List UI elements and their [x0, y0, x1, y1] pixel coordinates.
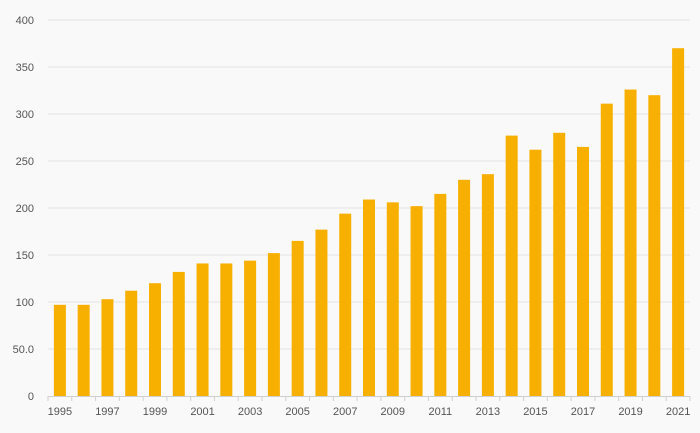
x-tick-label: 2019 — [618, 406, 642, 418]
x-axis-tick-labels: 1995 1997 1999 2001 2003 2005 2007 2009 2011 2013… — [48, 406, 691, 418]
y-tick-label: 200 — [16, 203, 34, 215]
bar-2018 — [600, 103, 613, 396]
bar-2008 — [363, 199, 375, 396]
bar-1998 — [125, 290, 138, 396]
x-tick-label: 2003 — [238, 406, 262, 418]
x-tick-label: 2021 — [666, 406, 690, 418]
bars — [53, 48, 685, 397]
bar-2014 — [505, 135, 518, 396]
y-tick-label: 250 — [16, 156, 34, 168]
bar-2016 — [553, 132, 566, 397]
x-axis — [47, 396, 691, 401]
bar-2017 — [577, 146, 589, 396]
x-tick-label: 1995 — [48, 406, 72, 418]
bar-2006 — [315, 229, 328, 396]
bar-2004 — [267, 253, 280, 396]
bar-2001 — [196, 263, 209, 396]
x-tick-label: 2013 — [476, 406, 500, 418]
y-tick-label: 100 — [16, 297, 34, 309]
bar-2002 — [220, 263, 233, 396]
y-tick-label: 150 — [16, 250, 34, 262]
bar-2020 — [648, 95, 661, 396]
y-tick-label: 50.0 — [13, 344, 34, 356]
x-tick-label: 2015 — [523, 406, 547, 418]
x-tick-label: 2005 — [285, 406, 309, 418]
y-tick-label: 400 — [16, 15, 34, 27]
bar-2010 — [410, 206, 423, 396]
bar-2012 — [458, 179, 471, 396]
x-tick-label: 1999 — [143, 406, 167, 418]
bar-2021 — [672, 48, 685, 396]
bar-1996 — [77, 304, 90, 396]
bar-1995 — [53, 304, 66, 396]
y-axis-tick-labels: 0 50.0 100 150 200 250 300 350 400 — [13, 15, 34, 403]
bar-2005 — [291, 240, 304, 396]
y-tick-label: 0 — [28, 391, 34, 403]
bar-2019 — [624, 89, 637, 396]
x-tick-label: 1997 — [95, 406, 119, 418]
y-tick-label: 300 — [16, 109, 34, 121]
x-tick-label: 2007 — [333, 406, 357, 418]
bar-1999 — [149, 283, 161, 396]
x-tick-label: 2009 — [381, 406, 405, 418]
bar-2000 — [172, 271, 185, 396]
x-tick-label: 2001 — [190, 406, 214, 418]
bar-2003 — [244, 260, 257, 396]
x-tick-label: 2011 — [429, 406, 453, 418]
x-tick-label: 2017 — [571, 406, 595, 418]
bar-1997 — [101, 299, 114, 396]
y-tick-label: 350 — [16, 62, 34, 74]
bar-2009 — [386, 202, 399, 396]
bar-2013 — [481, 174, 494, 396]
bar-2007 — [339, 213, 352, 396]
bar-2015 — [529, 149, 542, 396]
bar-2011 — [434, 193, 447, 396]
